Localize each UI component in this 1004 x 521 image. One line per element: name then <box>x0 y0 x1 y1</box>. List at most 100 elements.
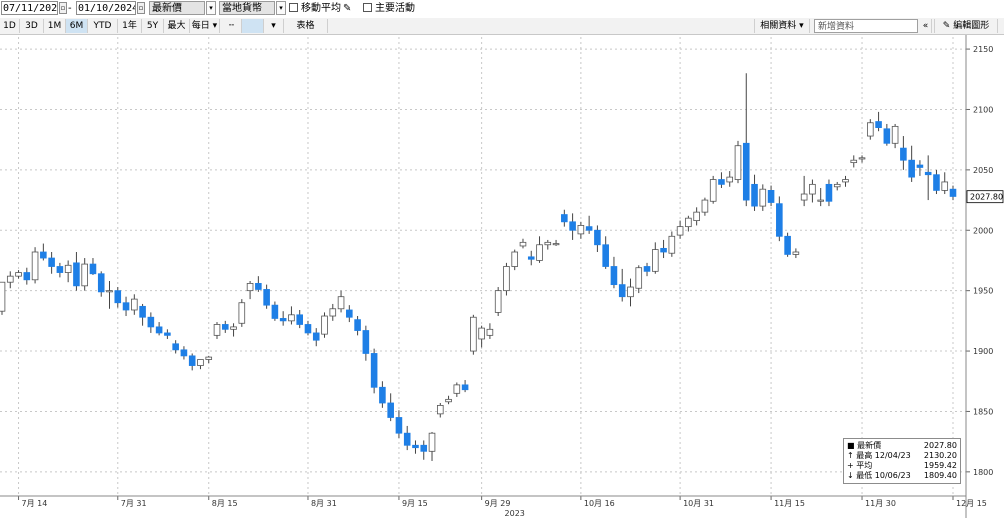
last-price-tag <box>966 190 1004 204</box>
end-date-calendar-icon[interactable]: ▫ <box>137 2 145 14</box>
candle-body <box>470 316 477 352</box>
y-tick-label: 1950 <box>973 287 993 296</box>
chart-type-dropdown-icon[interactable]: ▾ <box>264 19 284 33</box>
candle-body <box>742 142 750 201</box>
frequency-label: 每日 <box>191 21 210 31</box>
range-toolbar: 1D 3D 1M 6M YTD 1年 5Y 最大 每日 ▾ ╌ ▾ 表格 相關資… <box>0 18 1004 35</box>
candle-body <box>494 290 502 313</box>
price-type-select[interactable]: 最新價 <box>149 1 205 15</box>
candle-body <box>627 286 634 298</box>
candle-body <box>891 125 899 144</box>
y-tick-label: 2000 <box>973 226 993 235</box>
x-tick-label: 8月 15 <box>212 499 238 508</box>
legend-low-label: 最低 <box>856 471 873 480</box>
key-events-checkbox[interactable] <box>363 3 372 12</box>
candle-body <box>73 262 80 287</box>
legend-low-label-wrap: ↓ 最低 10/06/23 <box>847 471 911 481</box>
legend-high-value: 2130.20 <box>923 451 957 460</box>
legend-row-high: ↑ 最高 12/04/23 2130.20 <box>847 451 957 461</box>
candle-body <box>321 315 328 335</box>
x-tick-label: 7月 14 <box>22 499 48 508</box>
candle-body <box>610 266 618 286</box>
candle-body <box>635 267 643 289</box>
candle-body <box>908 159 915 178</box>
candle-body <box>883 128 891 144</box>
candle-body <box>395 417 403 434</box>
candle-body <box>561 214 568 223</box>
candle-body <box>370 353 378 388</box>
edit-chart-button[interactable]: ✎ 編輯圖形 <box>934 19 998 33</box>
candle-body <box>147 316 155 328</box>
candle-body <box>40 251 47 259</box>
range-button-1m[interactable]: 1M <box>44 19 66 33</box>
range-button-ytd[interactable]: YTD <box>88 19 118 33</box>
candle-body <box>403 432 411 446</box>
price-chart[interactable]: 1800 1850 1900 1950 2000 2050 2100 2150 7月 14 7月 … <box>0 35 1004 518</box>
candle-body <box>155 326 163 334</box>
range-button-3d[interactable]: 3D <box>20 19 44 33</box>
start-date-calendar-icon[interactable]: ▫ <box>59 2 67 14</box>
candle-body <box>271 304 279 319</box>
legend-last-label-wrap: ■ 最新價 <box>847 441 881 451</box>
candle-body <box>188 355 196 366</box>
candle-body <box>337 296 345 310</box>
x-tick-label: 10月 16 <box>584 499 615 508</box>
table-button[interactable]: 表格 <box>284 19 328 33</box>
candle-body <box>817 199 824 202</box>
candle-body <box>842 179 849 183</box>
candle-body <box>89 263 97 275</box>
moving-average-checkbox[interactable] <box>289 3 298 12</box>
start-date-input[interactable]: 07/11/2023 <box>1 1 58 15</box>
candle-body <box>751 183 758 207</box>
range-button-5y[interactable]: 5Y <box>142 19 164 33</box>
candle-body <box>643 266 651 272</box>
candle-body <box>924 171 932 176</box>
candle-body <box>685 217 692 228</box>
candle-body <box>412 444 419 449</box>
price-type-dropdown-icon[interactable]: ▾ <box>206 1 216 15</box>
candle-body <box>246 283 254 292</box>
collapse-icon[interactable]: « <box>920 19 932 33</box>
legend-row-avg: + 平均 1959.42 <box>847 461 957 471</box>
range-button-1y[interactable]: 1年 <box>118 19 142 33</box>
candle-body <box>230 326 237 330</box>
add-data-input[interactable]: 新增資料 <box>814 19 918 33</box>
candle-body <box>15 272 22 277</box>
edit-chart-label: 編輯圖形 <box>953 21 990 31</box>
legend-avg-label: 平均 <box>856 461 873 470</box>
candle-body <box>536 244 543 261</box>
frequency-select[interactable]: 每日 ▾ <box>190 19 220 33</box>
candle-body <box>676 226 684 236</box>
candle-body <box>486 328 494 336</box>
range-button-6m[interactable]: 6M <box>66 19 88 33</box>
candle-body <box>867 122 874 137</box>
related-data-button[interactable]: 相關資料 ▾ <box>754 19 810 33</box>
end-date-input[interactable]: 01/10/2024 <box>76 1 136 15</box>
x-tick-label: 7月 31 <box>121 499 147 508</box>
candle-body <box>618 284 626 298</box>
candle-body <box>850 159 858 164</box>
chart-type-candle-icon[interactable] <box>242 19 264 33</box>
range-button-1d[interactable]: 1D <box>0 19 20 33</box>
last-price-icon: ■ <box>847 441 855 450</box>
moving-average-label: 移動平均 <box>301 3 341 14</box>
candle-body <box>552 243 560 246</box>
candle-body <box>569 221 576 231</box>
chart-type-line-icon[interactable]: ╌ <box>222 19 242 33</box>
candle-body <box>139 305 146 318</box>
related-data-label: 相關資料 <box>760 21 797 31</box>
currency-dropdown-icon[interactable]: ▾ <box>276 1 286 15</box>
candle-body <box>453 384 461 394</box>
pencil-icon[interactable]: ✎ <box>343 3 352 14</box>
candle-body <box>180 349 188 357</box>
currency-select[interactable]: 當地貨幣 <box>219 1 275 15</box>
average-icon: + <box>847 461 854 470</box>
candle-body <box>428 432 436 452</box>
range-button-max[interactable]: 最大 <box>164 19 190 33</box>
candle-body <box>56 266 64 273</box>
candle-body <box>64 264 72 273</box>
candle-body <box>527 256 535 260</box>
candle-body <box>279 318 287 322</box>
candle-body <box>726 176 734 183</box>
candle-body <box>122 302 130 311</box>
